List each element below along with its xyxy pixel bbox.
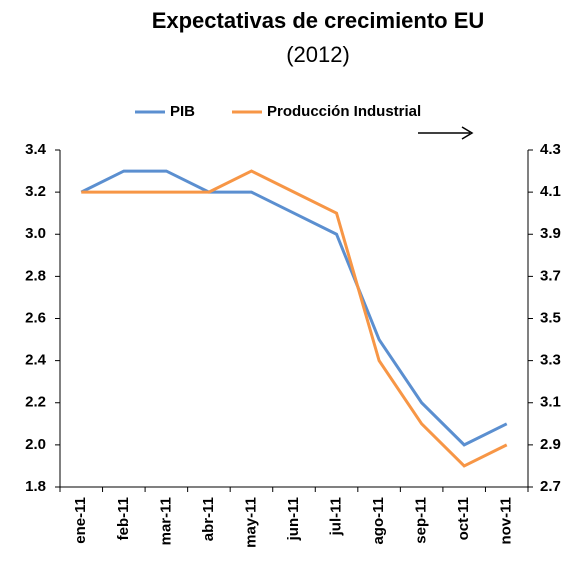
x-tick-label: ene-11 <box>72 497 89 544</box>
y-tick-label: 2.6 <box>25 309 46 326</box>
y-tick-label: 3.0 <box>25 225 46 242</box>
y-tick-label: 2.9 <box>540 436 561 453</box>
y-tick-label: 4.3 <box>540 141 561 158</box>
y-tick-label: 3.1 <box>540 394 561 411</box>
y-tick-label: 3.2 <box>25 183 46 200</box>
x-tick-label: sep-11 <box>413 497 430 544</box>
y-tick-label: 1.8 <box>25 478 46 495</box>
y-tick-label: 3.9 <box>540 225 561 242</box>
x-tick-label: oct-11 <box>455 497 472 540</box>
legend-label: PIB <box>170 103 195 120</box>
x-tick-label: abr-11 <box>200 497 217 541</box>
x-tick-label: nov-11 <box>498 497 515 545</box>
x-tick-label: jun-11 <box>285 497 302 541</box>
y-tick-label: 3.3 <box>540 352 561 369</box>
arrow-head <box>461 126 474 140</box>
x-tick-label: jul-11 <box>328 497 345 536</box>
chart-title: Expectativas de crecimiento EU <box>152 8 485 33</box>
x-tick-label: mar-11 <box>157 497 174 545</box>
series-line <box>80 169 508 447</box>
chart-subtitle: (2012) <box>286 42 350 67</box>
y-tick-label: 2.0 <box>25 436 46 453</box>
y-tick-label: 3.5 <box>540 309 561 326</box>
y-tick-label: 3.7 <box>540 267 561 284</box>
x-tick-label: ago-11 <box>370 497 387 545</box>
x-tick-label: may-11 <box>242 497 259 548</box>
y-tick-label: 2.7 <box>540 478 561 495</box>
y-tick-label: 2.8 <box>25 267 46 284</box>
series-line <box>81 169 508 468</box>
y-tick-label: 4.1 <box>540 183 561 200</box>
y-tick-label: 2.4 <box>25 352 47 369</box>
y-tick-label: 3.4 <box>25 141 47 158</box>
x-tick-label: feb-11 <box>115 497 132 540</box>
arrow <box>418 126 474 140</box>
y-tick-label: 2.2 <box>25 394 46 411</box>
legend-label: Producción Industrial <box>267 103 421 120</box>
